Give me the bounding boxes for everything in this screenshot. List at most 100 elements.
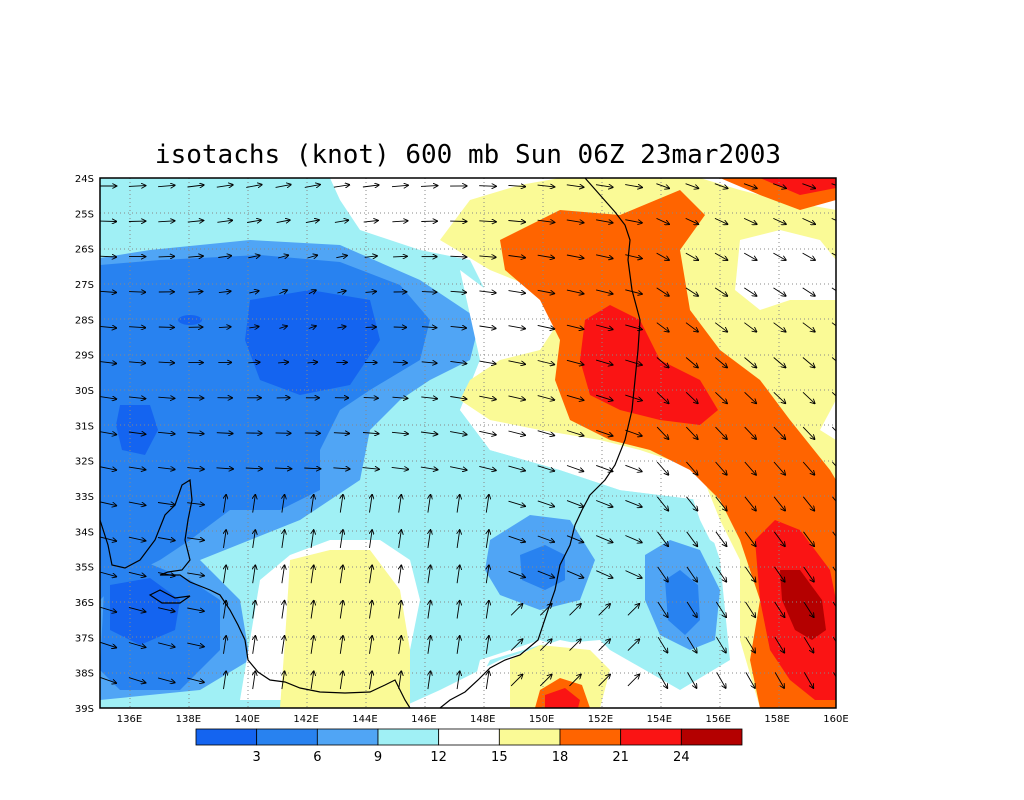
wind-vector [187,642,204,647]
wind-vector [831,426,836,432]
wind-vector [802,322,815,332]
wind-vector [216,433,233,434]
wind-vector [803,636,813,652]
wind-vector [188,292,203,293]
wind-vector [420,432,437,434]
wind-vector [569,675,581,687]
wind-vector [128,397,145,399]
wind-vector [743,183,757,189]
wind-vector [279,290,287,293]
wind-vector [595,185,613,188]
wind-vector [744,391,757,403]
wind-vector [566,570,583,578]
wind-vector [336,256,347,258]
wind-vector [803,531,815,546]
wind-vector [833,672,836,678]
wind-vector [685,287,698,296]
wind-vector [282,601,285,619]
wind-vector [363,397,378,398]
wind-vector [450,326,467,328]
wind-vector [128,571,146,576]
wind-vector [421,362,437,363]
wind-vector [337,291,345,293]
wind-vector [625,464,641,471]
wind-vector [539,639,551,651]
lon-label: 154E [647,714,672,725]
wind-vector [100,606,117,612]
wind-vector [832,461,836,467]
wind-vector [803,566,814,582]
wind-vector [128,467,146,470]
wind-vector [187,468,204,470]
wind-vector [187,573,204,576]
wind-vector [596,570,612,578]
wind-vector [128,432,146,434]
wind-vector [100,326,117,328]
wind-vector [100,291,117,292]
wind-vector [566,500,583,507]
wind-vector [187,433,204,434]
colorbar-swatch [195,728,258,746]
wind-vector [508,291,526,294]
wind-vector [311,601,314,619]
lon-label: 144E [352,714,377,725]
wind-vector [537,220,555,222]
lat-label: 34S [75,527,94,538]
wind-vector [307,362,318,363]
wind-vector [714,217,728,224]
wind-vector [685,252,698,260]
wind-vector [450,361,466,363]
wind-vector [537,535,554,542]
wind-vector [100,432,117,435]
colorbar-swatch [680,728,743,746]
wind-vector [598,639,610,651]
wind-vector [625,185,642,188]
wind-vector [157,503,175,505]
wind-vector [656,183,669,189]
wind-vector [802,217,816,224]
wind-vector [657,672,667,688]
wind-vector [479,430,496,435]
wind-vector [340,530,343,548]
wind-vector [773,496,785,511]
wind-vector [276,220,290,223]
wind-vector [596,254,613,259]
wind-vector [157,607,175,612]
wind-vector [279,326,287,328]
map-title: isotachs (knot) 600 mb Sun 06Z 23mar2003 [154,140,782,170]
wind-vector [128,501,146,505]
wind-vector [253,636,256,654]
wind-vector [714,252,727,260]
wind-vector [282,530,285,548]
lat-label: 35S [75,563,94,574]
wind-vector [311,530,314,548]
wind-vector [100,362,117,364]
wind-vector [187,185,204,187]
lon-label: 158E [764,714,789,725]
wind-vector [486,601,489,619]
wind-vector [508,430,526,435]
colorbar-label: 3 [253,750,261,765]
wind-vector [803,601,814,617]
wind-vector [486,530,489,548]
wind-vector [479,326,496,328]
wind-vector [598,675,610,687]
wind-vector [364,256,377,257]
wind-vector [218,291,231,292]
wind-vector [625,219,642,223]
wind-vector [479,291,495,293]
lon-label: 150E [529,714,554,725]
wind-vector [187,503,204,505]
wind-vector [566,359,584,364]
map-frame [99,177,837,709]
wind-vector [274,468,291,469]
wind-vector [187,677,204,682]
wind-vector [773,252,785,260]
wind-vector [537,255,555,258]
lon-label: 136E [117,714,142,725]
wind-vector [450,466,467,470]
wind-vector [278,362,288,363]
lon-label: 142E [293,714,318,725]
colorbar-label: 6 [313,750,321,765]
wind-vector [187,607,204,611]
